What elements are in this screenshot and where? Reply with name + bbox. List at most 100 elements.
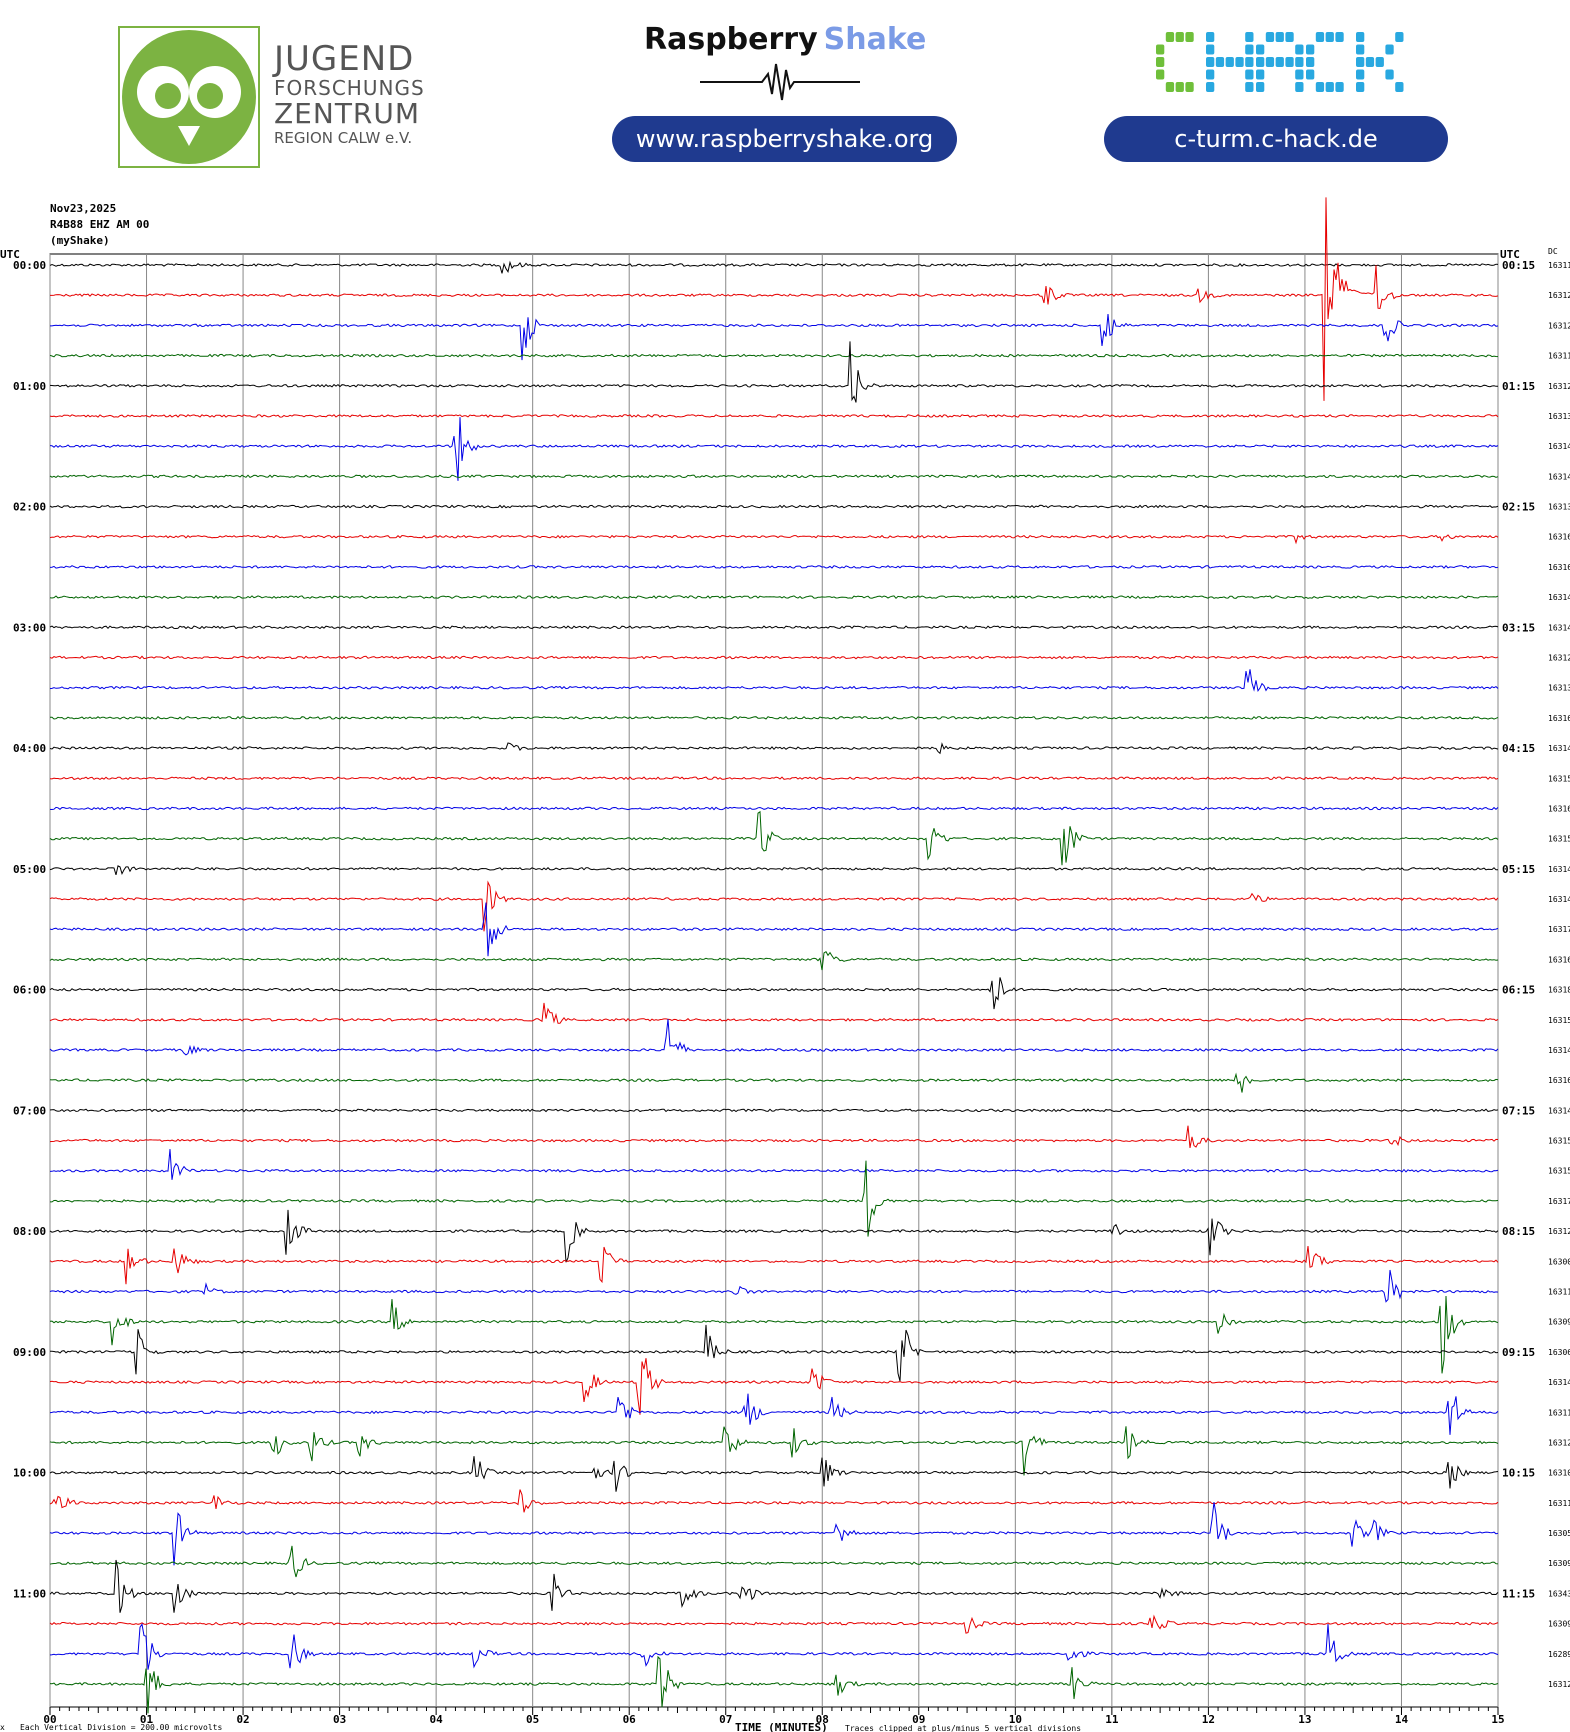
chack-url-link[interactable]: c-turm.c-hack.de [1104,116,1448,162]
trace-row [49,341,1499,403]
trace-row [50,715,1499,720]
x-tick-label: 13 [1298,1713,1311,1726]
dc-value: 16318 [1548,986,1570,995]
jfz-line2: FORSCHUNGS [274,76,425,100]
dc-value: 16312 [1548,1438,1570,1447]
x-tick-label: 07 [719,1713,732,1726]
hour-label-left: 06:00 [13,984,46,997]
trace-row [49,1489,1499,1513]
dc-value: 16312 [1548,321,1570,330]
dc-value: 16314 [1548,1046,1570,1055]
chack-logo-dot [1295,82,1304,92]
hour-label-right: 02:15 [1502,501,1535,514]
chack-logo-dot [1165,32,1175,42]
chack-logo-dot [1245,32,1254,42]
hour-label-left: 04:00 [13,742,46,755]
trace-row [49,806,1499,811]
chack-logo-dot [1256,82,1265,92]
chack-logo-dot [1356,82,1365,92]
chack-logo-dot [1185,82,1194,92]
dc-value: 16315 [1548,835,1570,844]
dc-value: 16309 [1548,1559,1570,1568]
chack-logo-dot [1365,57,1375,67]
chack-logo-dot [1245,57,1254,67]
jfz-line3: ZENTRUM [274,97,421,130]
footer-clip-note: Traces clipped at plus/minus 5 vertical … [845,1724,1081,1732]
hour-label-left: 07:00 [13,1104,46,1117]
station-id: R4B88 EHZ AM 00 [50,218,150,231]
chack-logo-dot [1185,32,1194,42]
chack-logo-dot [1245,44,1254,55]
trace-row [49,260,1499,274]
x-tick-label: 02 [236,1713,249,1726]
trace-row [50,1160,1499,1237]
trace-row [49,625,1499,630]
trace-row [49,1393,1499,1435]
x-tick-label: 03 [333,1713,346,1726]
dc-value: 16314 [1548,865,1570,874]
dc-value: 16309 [1548,1318,1570,1327]
hour-label-right: 09:15 [1502,1346,1535,1359]
trace-row [49,1358,1499,1415]
trace-row [50,197,1499,401]
chack-logo-dot [1156,57,1165,67]
x-tick-label: 14 [1395,1713,1409,1726]
trace-row [49,865,1498,876]
trace-row [49,742,1499,755]
dc-value: 16312 [1548,382,1570,391]
chack-logo-dot [1295,69,1304,80]
hour-label-left: 11:00 [13,1587,46,1600]
trace-row [49,1269,1499,1303]
dc-value: 16313 [1548,412,1570,421]
chack-logo-dot [1206,44,1215,55]
dc-value: 16316 [1548,714,1570,723]
dc-value: 16300 [1548,1257,1570,1266]
hour-label-right: 07:15 [1502,1104,1535,1117]
trace-row [49,564,1499,569]
trace-row [49,880,1499,932]
chack-logo-dot [1235,57,1244,67]
trace-row [50,314,1499,361]
seismic-wave-icon [700,63,860,101]
hour-label-right: 01:15 [1502,380,1535,393]
trace-row [49,1209,1499,1263]
chack-logo-dot [1306,57,1315,67]
dc-value: 16316 [1548,804,1570,813]
dc-value: 16315 [1548,1016,1570,1025]
trace-row [49,655,1499,660]
trace-row [49,1502,1499,1566]
jfz-line4: REGION CALW e.V. [274,129,413,147]
chack-logo-dot [1285,32,1294,42]
x-tick-label: 09 [912,1713,925,1726]
dc-value: 16314 [1548,1378,1570,1387]
trace-row [49,504,1499,509]
chack-logo-dot [1275,32,1284,42]
trace-row [49,977,1499,1010]
dc-value: 16312 [1548,1227,1570,1236]
trace-row [49,810,1499,866]
dc-value: 16309 [1548,1620,1570,1629]
right-axis-label: UTC [1500,248,1520,261]
raspberryshake-url-link[interactable]: www.raspberryshake.org [612,116,957,162]
chack-logo-dot [1215,57,1225,67]
chack-logo-dot [1395,32,1404,42]
raspberry-shake-logo: Raspberry Shake [644,22,926,57]
chack-logo-dot [1315,82,1325,92]
chack-logo-dot [1356,57,1365,67]
dc-value: 16306 [1548,1348,1570,1357]
chack-logo-dot [1306,44,1315,55]
hour-label-left: 01:00 [13,380,46,393]
dc-value: 16305 [1548,1529,1570,1538]
x-tick-label: 12 [1202,1713,1215,1726]
chack-logo-dot [1256,69,1265,80]
x-tick-label: 11 [1105,1713,1119,1726]
dc-value: 16310 [1548,1469,1570,1478]
trace-row [49,417,1499,481]
trace-row [49,1295,1499,1374]
chack-logo-dot [1225,57,1234,67]
chack-logo-dot [1206,82,1215,92]
rs-title-accent: Shake [823,22,927,57]
trace-row [49,1002,1499,1024]
hour-label-right: 08:15 [1502,1225,1535,1238]
